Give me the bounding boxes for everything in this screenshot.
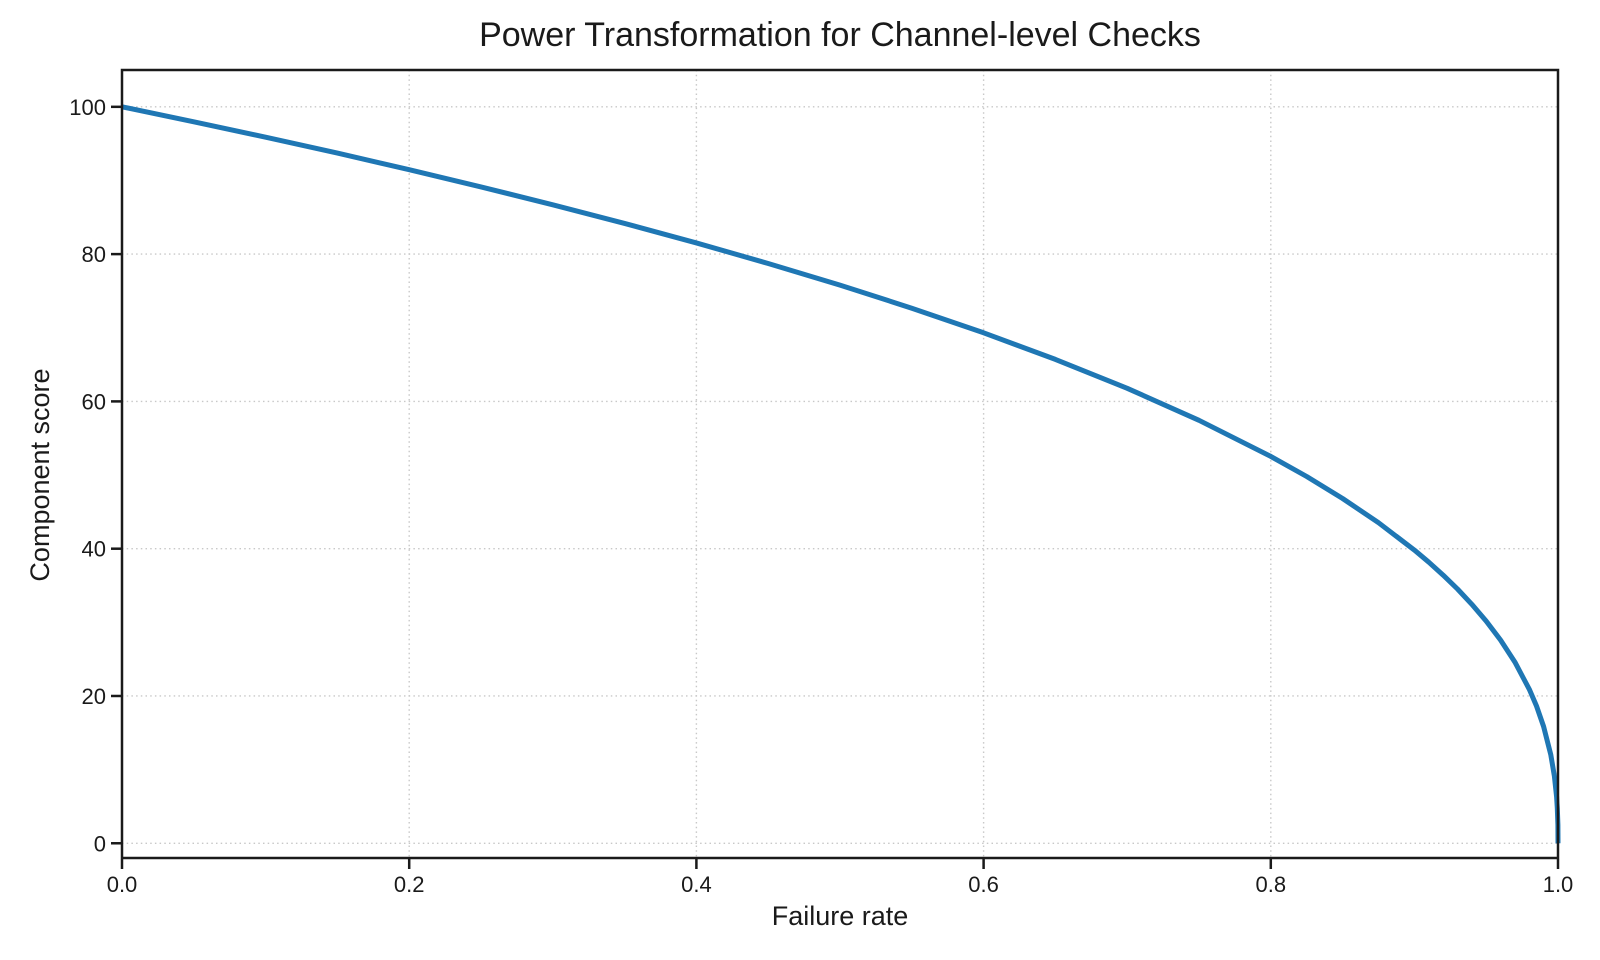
x-tick-label: 1.0 <box>1543 872 1574 897</box>
series-line-component-score <box>121 104 1561 844</box>
y-tick-label: 60 <box>82 389 106 414</box>
y-tick-label: 80 <box>82 242 106 267</box>
y-tick-label: 20 <box>82 684 106 709</box>
x-tick-label: 0.4 <box>681 872 712 897</box>
y-axis-label: Component score <box>25 368 55 582</box>
plot-area-frame <box>120 68 1560 860</box>
y-tick-label: 0 <box>94 831 106 856</box>
x-axis-label: Failure rate <box>771 901 909 931</box>
chart-title: Power Transformation for Channel-level C… <box>479 16 1201 54</box>
x-tick-label: 0.2 <box>394 872 425 897</box>
y-tick-label: 40 <box>82 537 106 562</box>
x-tick-label: 0.0 <box>107 872 138 897</box>
y-tick-label: 100 <box>69 95 106 120</box>
x-tick-label: 0.8 <box>1256 872 1287 897</box>
x-tick-label: 0.6 <box>968 872 999 897</box>
